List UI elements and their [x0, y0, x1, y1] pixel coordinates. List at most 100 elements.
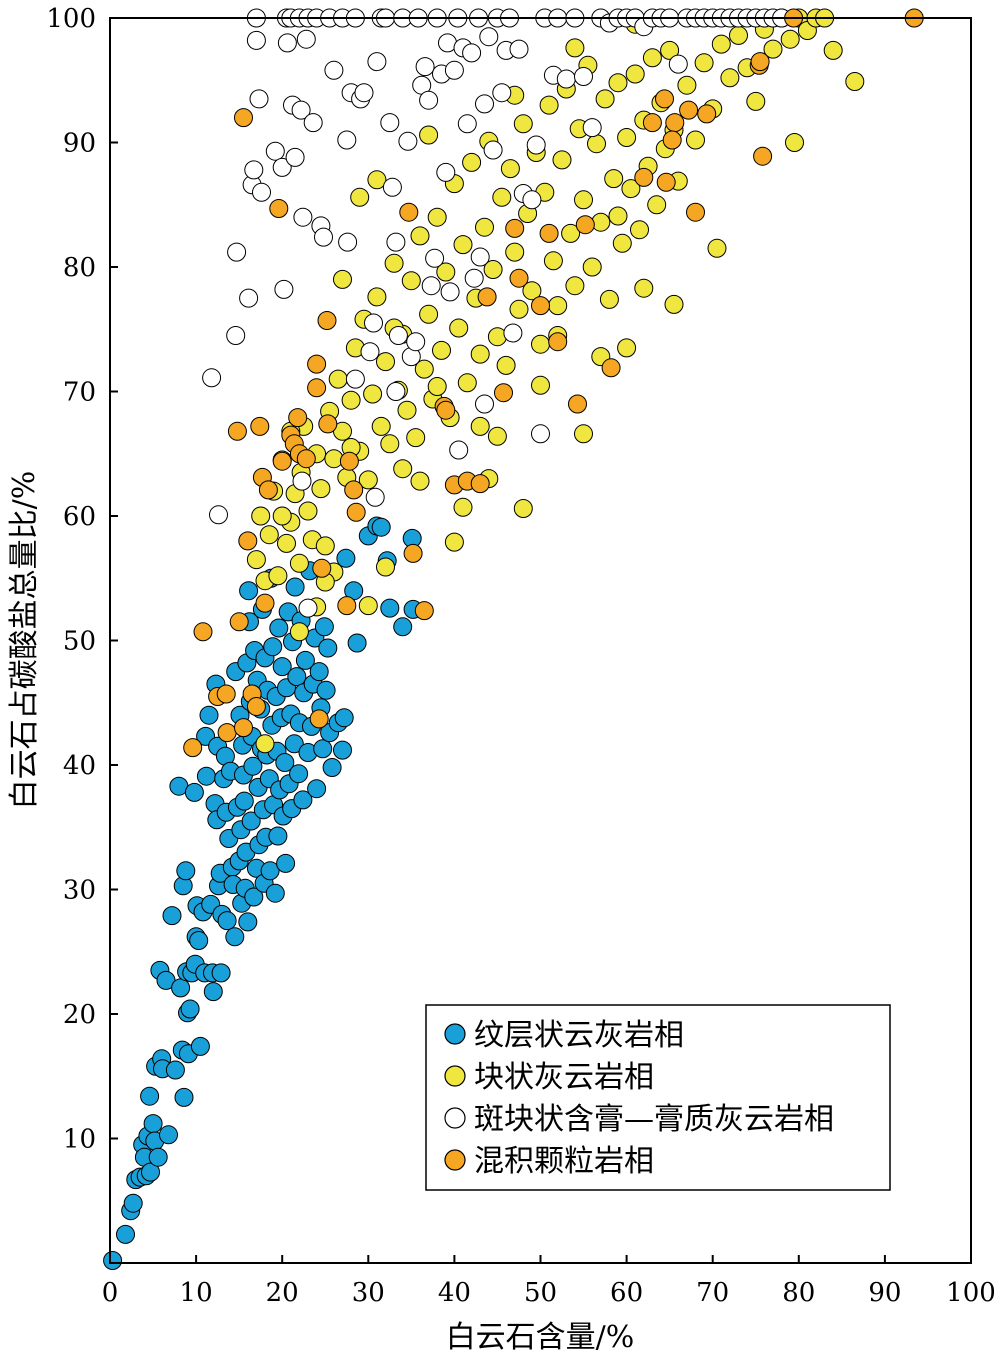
legend-marker-gypsum: [444, 1107, 466, 1129]
data-point-s1-128: [376, 557, 395, 577]
y-tick-label: 10: [63, 1125, 96, 1155]
data-point-s0-54: [211, 963, 231, 983]
data-point-s1-41: [419, 304, 439, 324]
data-point-s0-21: [162, 906, 182, 926]
data-point-s3-30: [339, 451, 359, 471]
x-tick-label: 80: [782, 1278, 815, 1308]
data-point-s1-146: [393, 459, 413, 479]
data-point-s1-23: [341, 390, 361, 410]
data-point-s1-138: [470, 416, 490, 436]
data-point-s3-25: [309, 709, 329, 729]
data-point-s0-59: [217, 911, 237, 931]
data-point-s0-108: [268, 826, 288, 846]
data-point-s3-35: [414, 601, 434, 621]
data-point-s3-11: [246, 697, 266, 716]
data-point-s0-150: [347, 633, 367, 653]
data-point-s2-2: [226, 326, 246, 345]
data-point-s2-87: [582, 118, 602, 138]
data-point-s1-45: [436, 262, 456, 282]
data-point-s2-67: [470, 247, 490, 267]
data-point-s1-74: [561, 223, 581, 243]
data-point-s1-20: [328, 369, 348, 389]
data-point-s2-39: [367, 52, 387, 72]
data-point-s1-53: [470, 344, 490, 364]
data-point-s2-112: [345, 369, 365, 389]
data-point-s1-123: [574, 424, 593, 444]
data-point-s3-29: [337, 596, 357, 616]
data-point-s0-114: [275, 753, 295, 772]
data-point-s2-11: [265, 141, 285, 161]
data-point-s1-36: [397, 400, 417, 420]
data-point-s2-42: [380, 113, 400, 133]
data-point-s2-1: [202, 368, 222, 388]
data-point-s2-117: [475, 394, 494, 414]
data-point-s2-75: [503, 323, 523, 343]
data-point-s0-147: [334, 708, 354, 728]
data-point-s2-54: [425, 248, 445, 268]
data-point-s1-84: [604, 169, 624, 189]
data-point-s1-13: [298, 501, 318, 521]
data-point-s0-109: [269, 618, 289, 638]
data-point-s1-124: [513, 499, 533, 518]
data-point-s3-6: [229, 612, 249, 632]
data-point-s0-38: [189, 931, 209, 950]
data-point-s1-89: [625, 64, 645, 84]
data-point-s1-59: [496, 355, 516, 375]
data-point-s1-58: [492, 187, 512, 207]
data-point-s3-49: [575, 215, 595, 235]
data-point-s1-122: [617, 338, 637, 358]
data-point-s1-145: [453, 497, 473, 517]
data-point-s0-137: [309, 662, 329, 682]
data-point-s2-10: [252, 182, 271, 202]
data-point-s0-84: [244, 887, 264, 907]
data-point-s0-155: [380, 598, 400, 618]
data-point-s1-86: [612, 233, 632, 253]
data-point-s3-28: [318, 414, 338, 434]
legend-label-gypsum: 斑块状含膏—膏质灰云岩相: [474, 1102, 834, 1137]
data-point-s1-79: [582, 257, 602, 277]
data-point-s2-6: [244, 160, 264, 180]
data-point-s1-40: [414, 359, 434, 379]
data-point-s1-127: [410, 471, 430, 491]
data-point-s1-110: [763, 39, 783, 59]
data-point-s1-87: [617, 128, 637, 147]
data-point-s0-73: [234, 791, 254, 811]
data-point-s3-9: [238, 531, 258, 551]
data-point-s1-112: [780, 29, 800, 49]
data-point-s0-20: [159, 1125, 178, 1145]
data-point-s2-43: [382, 177, 402, 197]
data-point-s3-48: [568, 394, 587, 414]
data-point-s2-7: [246, 30, 266, 50]
data-point-s1-94: [647, 195, 667, 215]
data-point-s1-32: [380, 434, 400, 454]
data-point-s2-113: [365, 487, 385, 507]
data-point-s1-69: [539, 95, 559, 115]
data-point-s3-37: [436, 400, 456, 420]
data-point-s2-18: [285, 147, 305, 167]
data-point-s2-12: [272, 157, 292, 177]
y-tick-label: 30: [63, 876, 96, 906]
data-point-s3-47: [548, 332, 568, 352]
data-point-s1-152: [419, 125, 439, 145]
data-point-s2-70: [483, 140, 503, 160]
data-point-s0-78: [239, 581, 259, 601]
data-point-s0-39: [190, 1036, 210, 1056]
data-point-s0-148: [336, 548, 356, 568]
data-point-s1-72: [552, 150, 572, 170]
data-point-s0-124: [287, 667, 307, 687]
data-point-s3-41: [477, 287, 497, 307]
data-point-s3-7: [234, 718, 253, 738]
data-point-s0-130: [295, 650, 315, 670]
x-tick-label: 60: [610, 1278, 643, 1308]
data-point-s1-82: [595, 89, 615, 109]
y-tick-label: 70: [63, 378, 96, 408]
data-point-s3-26: [312, 558, 332, 578]
legend-marker-laminated: [444, 1023, 466, 1045]
data-point-s1-54: [475, 217, 494, 237]
data-point-s1-49: [453, 235, 473, 255]
data-point-s3-40: [470, 474, 490, 494]
data-point-s2-27: [314, 227, 333, 247]
data-point-s2-60: [444, 60, 464, 80]
data-point-s3-0: [183, 738, 203, 758]
data-point-s0-122: [284, 734, 304, 754]
